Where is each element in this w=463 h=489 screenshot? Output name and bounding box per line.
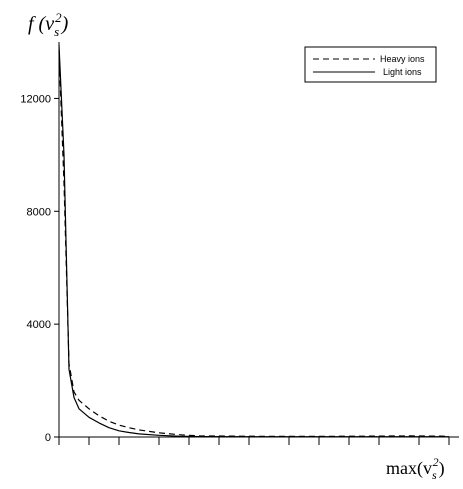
x-axis-title-suffix: ) — [439, 458, 445, 479]
y-axis-title: f (vs2) — [28, 10, 69, 39]
series-group — [58, 44, 450, 438]
y-tick-label: 4000 — [27, 319, 51, 331]
series-line-heavy-ions — [58, 50, 450, 437]
legend-label-light: Light ions — [383, 67, 422, 77]
y-axis-title-prefix: f (v — [28, 13, 54, 35]
x-axis-title-prefix: max(v — [386, 458, 432, 479]
legend: Heavy ions Light ions — [304, 46, 437, 83]
x-axis-title: max(vs2) — [386, 455, 445, 482]
y-axis-title-sup: 2 — [55, 10, 62, 25]
y-tick-label: 0 — [45, 432, 51, 444]
y-tick-label: 12000 — [20, 93, 51, 105]
y-axis-title-sub: s — [54, 24, 59, 39]
y-ticks: 0 4000 8000 12000 — [20, 93, 59, 444]
x-axis-title-sup: 2 — [433, 455, 439, 469]
x-ticks — [58, 437, 450, 445]
legend-label-heavy: Heavy ions — [380, 54, 425, 64]
x-axis-title-sub: s — [432, 468, 437, 482]
series-line-light-ions — [58, 44, 449, 438]
y-tick-label: 8000 — [27, 206, 51, 218]
y-axis-title-suffix: ) — [61, 13, 69, 35]
legend-box — [304, 46, 437, 83]
axes — [58, 42, 459, 438]
